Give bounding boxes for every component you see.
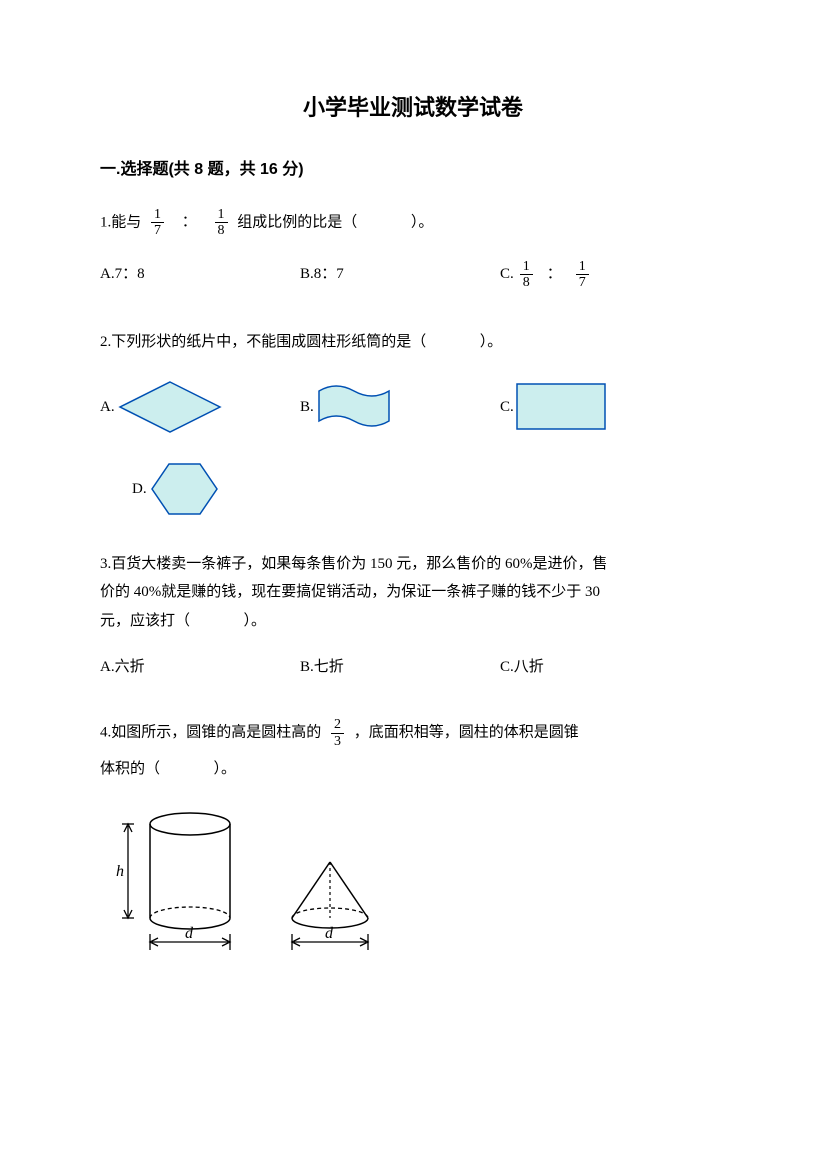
numerator: 1: [151, 207, 164, 222]
fraction-1-7: 1 7: [576, 259, 589, 291]
q2-stem: 2.下列形状的纸片中，不能围成圆柱形纸筒的是（ ）。: [100, 328, 726, 357]
option-label-d: D.: [132, 477, 147, 501]
q3-line3-pre: 元，应该打（: [100, 613, 190, 629]
option-label-a: A.: [100, 395, 115, 419]
d-label: d: [325, 925, 334, 942]
answer-blank: [168, 761, 206, 777]
option-b: B.七折: [300, 655, 500, 679]
ratio-colon: ：: [547, 262, 562, 286]
option-c: C.八折: [500, 655, 700, 679]
option-a: A.六折: [100, 655, 300, 679]
cylinder-icon: h d: [110, 804, 250, 954]
cone-icon: d: [280, 854, 390, 954]
option-c: C.: [500, 379, 680, 434]
q3-stem: 3.百货大楼卖一条裤子，如果每条售价为 150 元，那么售价的 60%是进价，售…: [100, 550, 726, 636]
q1-stem: 1.能与 1 7 ： 1 8 组成比例的比是（ ）。: [100, 207, 726, 239]
q1-stem-post: 组成比例的比是（: [237, 214, 357, 230]
ratio-colon: ：: [182, 214, 197, 230]
option-b: B.: [300, 379, 500, 434]
question-1: 1.能与 1 7 ： 1 8 组成比例的比是（ ）。 A.7：8 B.8：7 C…: [100, 207, 726, 301]
rhombus-icon: [115, 377, 225, 437]
q2-stem-tail: ）。: [480, 334, 503, 350]
question-3: 3.百货大楼卖一条裤子，如果每条售价为 150 元，那么售价的 60%是进价，售…: [100, 550, 726, 690]
q4-stem: 4.如图所示，圆锥的高是圆柱高的 2 3 ，底面积相等，圆柱的体积是圆锥 体积的…: [100, 717, 726, 783]
numerator: 1: [215, 207, 228, 222]
answer-blank: [198, 613, 236, 629]
option-a: A.7：8: [100, 259, 300, 291]
numerator: 2: [331, 717, 344, 732]
answer-blank: [365, 214, 403, 230]
q3-options: A.六折 B.七折 C.八折: [100, 655, 726, 689]
q2-options-row1: A. B. C.: [100, 377, 726, 437]
option-d: D.: [132, 457, 222, 522]
answer-blank: [434, 334, 472, 350]
q3-line2: 价的 40%就是赚的钱，现在要搞促销活动，为保证一条裤子赚的钱不少于 30: [100, 578, 726, 607]
rectangle-icon: [514, 379, 609, 434]
fraction-1-8: 1 8: [215, 207, 228, 239]
denominator: 8: [215, 222, 228, 238]
q4-figure: h d: [110, 804, 726, 954]
q1-stem-tail: ）。: [411, 214, 434, 230]
h-label: h: [116, 863, 124, 880]
q4-stem-pre: 4.如图所示，圆锥的高是圆柱高的: [100, 725, 321, 741]
option-label-b: B.: [300, 395, 314, 419]
question-4: 4.如图所示，圆锥的高是圆柱高的 2 3 ，底面积相等，圆柱的体积是圆锥 体积的…: [100, 717, 726, 953]
numerator: 1: [520, 259, 533, 274]
q3-line3: 元，应该打（ ）。: [100, 607, 726, 636]
q1-options: A.7：8 B.8：7 C. 1 8 ： 1 7: [100, 259, 726, 301]
numerator: 1: [576, 259, 589, 274]
option-a: A.: [100, 377, 300, 437]
fraction-1-7: 1 7: [151, 207, 164, 239]
q3-line1: 3.百货大楼卖一条裤子，如果每条售价为 150 元，那么售价的 60%是进价，售: [100, 550, 726, 579]
page-title: 小学毕业测试数学试卷: [100, 90, 726, 125]
option-b: B.8：7: [300, 259, 500, 291]
q1-stem-pre: 1.能与: [100, 214, 141, 230]
fraction-1-8: 1 8: [520, 259, 533, 291]
hexagon-icon: [147, 457, 222, 522]
option-c-pre: C.: [500, 262, 514, 286]
fraction-2-3: 2 3: [331, 717, 344, 749]
q4-line1: 4.如图所示，圆锥的高是圆柱高的 2 3 ，底面积相等，圆柱的体积是圆锥: [100, 717, 726, 749]
q2-options-row2: D.: [100, 457, 726, 522]
q3-line3-tail: ）。: [244, 613, 267, 629]
q2-stem-text: 2.下列形状的纸片中，不能围成圆柱形纸筒的是（: [100, 334, 426, 350]
d-label: d: [185, 925, 194, 942]
q4-stem-mid: ，底面积相等，圆柱的体积是圆锥: [354, 725, 579, 741]
option-label-c: C.: [500, 395, 514, 419]
wavy-flag-icon: [314, 379, 394, 434]
q4-line2: 体积的（ ）。: [100, 755, 726, 784]
denominator: 3: [331, 733, 344, 749]
section-header: 一.选择题(共 8 题，共 16 分): [100, 157, 726, 183]
question-2: 2.下列形状的纸片中，不能围成圆柱形纸筒的是（ ）。 A. B. C.: [100, 328, 726, 522]
denominator: 7: [576, 274, 589, 290]
option-c: C. 1 8 ： 1 7: [500, 259, 700, 291]
q4-line2-pre: 体积的（: [100, 761, 160, 777]
denominator: 7: [151, 222, 164, 238]
q4-line2-tail: ）。: [214, 761, 237, 777]
denominator: 8: [520, 274, 533, 290]
